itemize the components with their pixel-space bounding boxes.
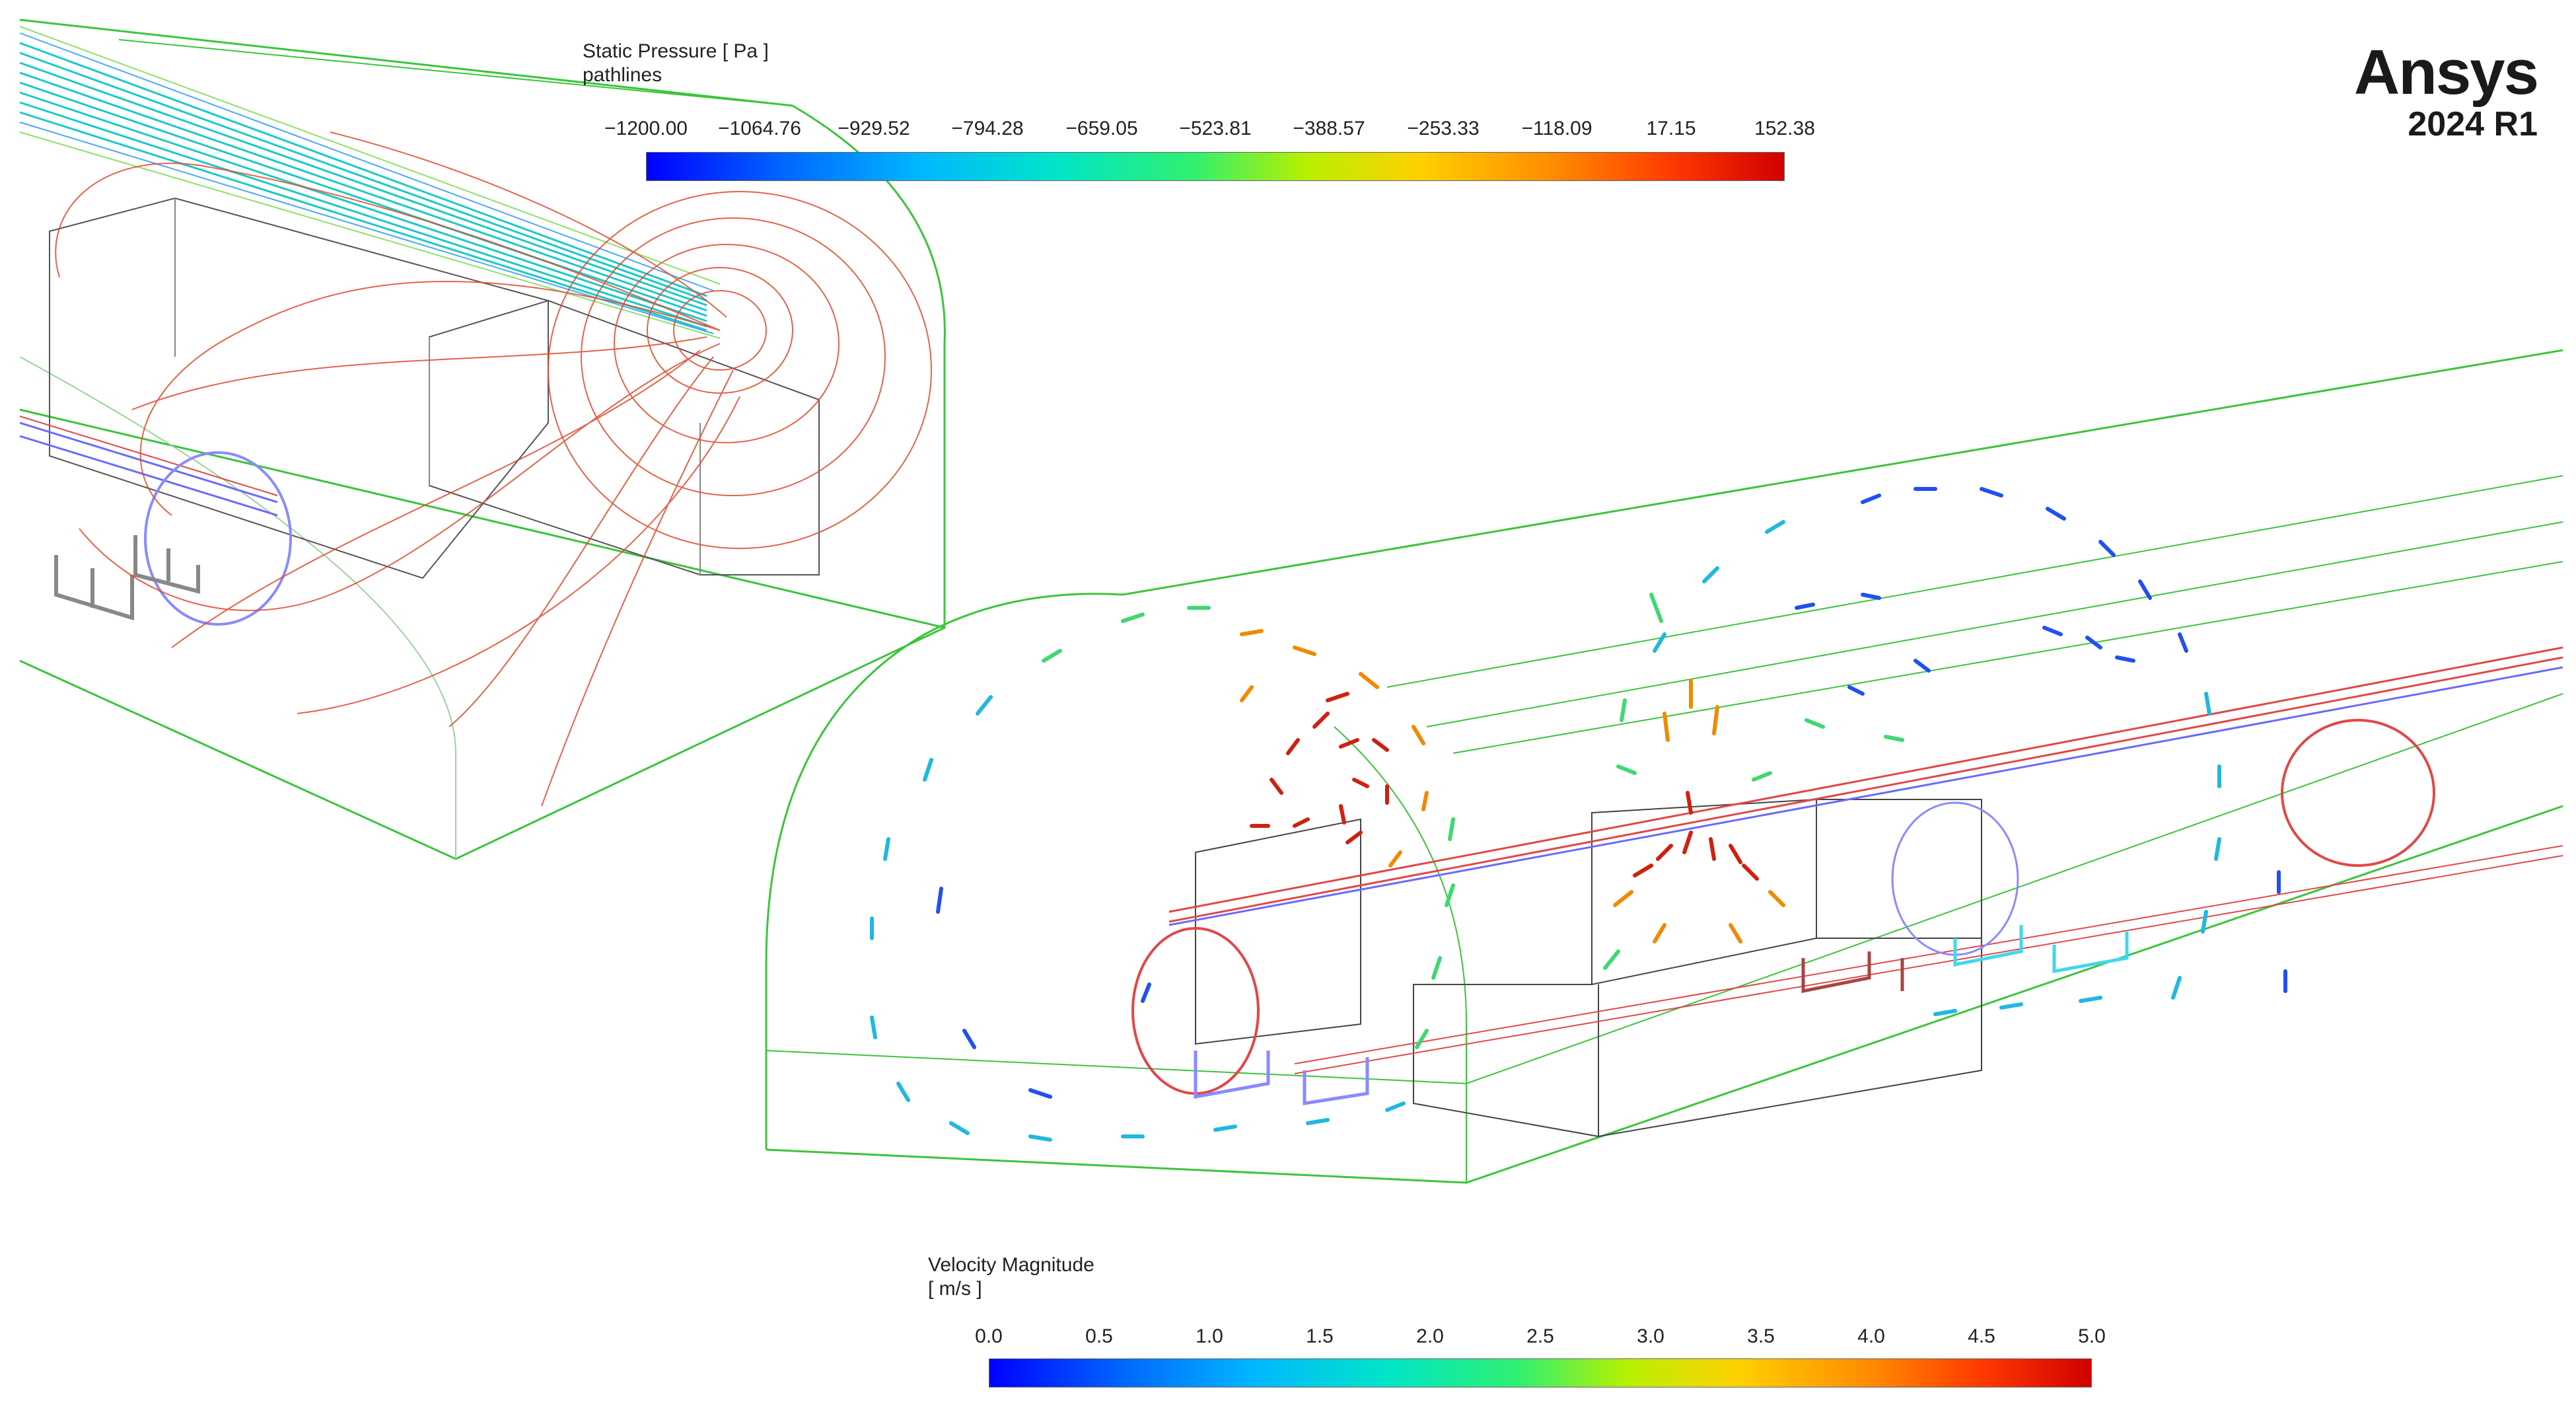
velocity-legend-label: Velocity Magnitude — [928, 1254, 1094, 1276]
pressure-tick: −253.33 — [1407, 118, 1480, 139]
velocity-tick: 1.5 — [1306, 1325, 1334, 1347]
pressure-legend-subtitle: pathlines — [583, 64, 662, 86]
velocity-tick: 2.0 — [1416, 1325, 1444, 1347]
pressure-tick: −388.57 — [1293, 118, 1365, 139]
tunnel-velocity-view — [765, 349, 2563, 1184]
pressure-legend-label: Static Pressure [ Pa ] — [583, 40, 769, 62]
ansys-brand: Ansys 2024 R1 — [2353, 37, 2539, 143]
velocity-tick: 5.0 — [2078, 1325, 2106, 1347]
velocity-tick-labels: 0.0 0.5 1.0 1.5 2.0 2.5 3.0 3.5 4.0 4.5 … — [0, 1325, 2576, 1352]
velocity-tick: 0.5 — [1085, 1325, 1113, 1347]
ansys-logo: Ansys — [2353, 37, 2539, 108]
velocity-tick: 4.5 — [1968, 1325, 1995, 1347]
velocity-legend-title: Velocity Magnitude [ m/s ] — [928, 1253, 1094, 1301]
velocity-tick: 3.0 — [1637, 1325, 1664, 1347]
velocity-legend-subtitle: [ m/s ] — [928, 1278, 982, 1300]
velocity-tick: 4.0 — [1857, 1325, 1885, 1347]
tunnel-pathlines-view — [19, 18, 946, 860]
pressure-tick: −523.81 — [1179, 118, 1252, 139]
pressure-tick: −118.09 — [1521, 118, 1592, 139]
pressure-tick: 17.15 — [1646, 118, 1696, 139]
velocity-tick: 2.5 — [1526, 1325, 1554, 1347]
velocity-tick: 0.0 — [975, 1325, 1003, 1347]
pressure-tick: −929.52 — [838, 118, 910, 139]
ansys-version: 2024 R1 — [2408, 105, 2538, 143]
pressure-tick: −1064.76 — [718, 118, 801, 139]
velocity-colorbar[interactable] — [989, 1358, 2092, 1388]
pressure-tick-labels: −1200.00 −1064.76 −929.52 −794.28 −659.0… — [0, 118, 2576, 144]
velocity-tick: 3.5 — [1747, 1325, 1775, 1347]
pressure-legend-title: Static Pressure [ Pa ] pathlines — [583, 40, 769, 87]
velocity-tick: 1.0 — [1196, 1325, 1223, 1347]
pressure-tick: 152.38 — [1754, 118, 1815, 139]
pressure-tick: −659.05 — [1065, 118, 1138, 139]
pressure-colorbar[interactable] — [646, 152, 1785, 181]
pressure-tick: −794.28 — [951, 118, 1024, 139]
pressure-tick: −1200.00 — [604, 118, 688, 139]
